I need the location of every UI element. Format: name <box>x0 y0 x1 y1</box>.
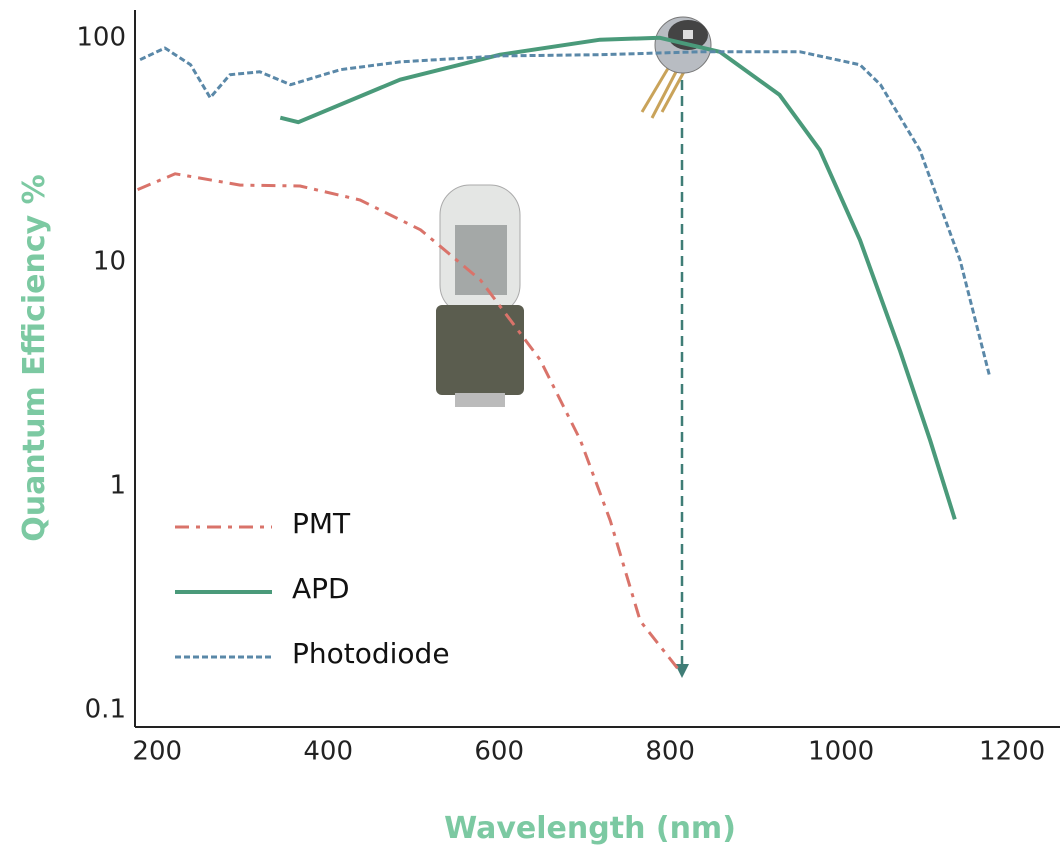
series-line <box>139 46 992 378</box>
x-tick-label: 600 <box>474 737 524 767</box>
photodiode-icon <box>640 16 712 119</box>
pmt-icon <box>436 184 524 407</box>
legend-label: PMT <box>292 507 351 540</box>
x-tick-label: 400 <box>303 737 353 767</box>
legend-label: Photodiode <box>292 637 450 670</box>
x-tick-label: 1000 <box>808 737 874 767</box>
y-tick-label: 10 <box>93 246 126 276</box>
series-line <box>279 35 957 520</box>
x-axis-title: Wavelength (nm) <box>444 811 736 846</box>
legend-label: APD <box>292 572 350 605</box>
y-tick-label: 1 <box>109 470 126 500</box>
x-tick-label: 800 <box>645 737 695 767</box>
x-tick-label: 200 <box>132 737 182 767</box>
arrow <box>675 80 689 678</box>
series-line <box>137 172 682 673</box>
x-tick-label: 1200 <box>979 737 1045 767</box>
y-axis-title: Quantum Efficiency % <box>17 174 52 541</box>
y-tick-label: 0.1 <box>85 695 126 725</box>
y-tick-label: 100 <box>76 22 126 52</box>
